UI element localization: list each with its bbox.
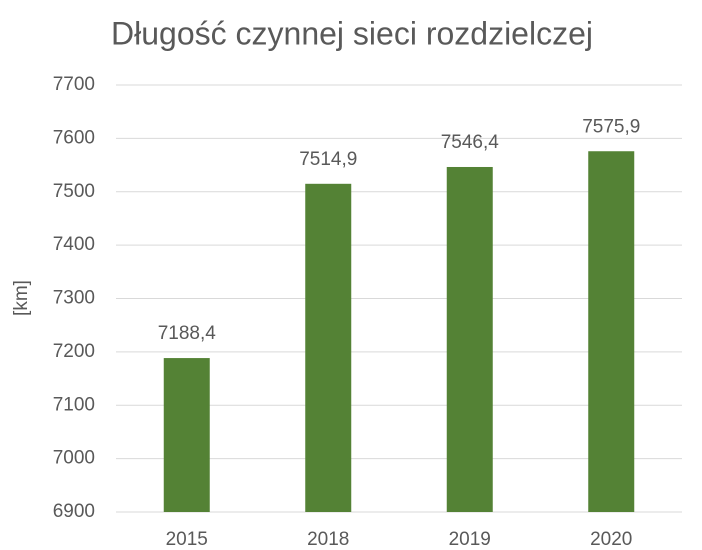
bar (446, 166, 493, 512)
x-tick-label: 2019 (449, 529, 491, 550)
y-tick-label: 7500 (53, 181, 95, 202)
bar (163, 358, 210, 512)
bar (588, 151, 635, 512)
x-tick-label: 2018 (307, 529, 349, 550)
x-tick-label: 2015 (166, 529, 208, 550)
y-tick-label: 7300 (53, 288, 95, 309)
data-label: 7546,4 (441, 132, 500, 153)
y-tick-label: 7100 (53, 394, 95, 415)
y-tick-label: 7600 (53, 127, 95, 148)
y-tick-label: 7200 (53, 341, 95, 362)
y-tick-label: 7000 (53, 448, 95, 469)
y-tick-label: 7400 (53, 234, 95, 255)
y-tick-label: 6900 (53, 501, 95, 522)
data-label: 7514,9 (299, 149, 357, 170)
data-label: 7188,4 (158, 323, 217, 344)
bar (305, 183, 352, 512)
chart-title: Długość czynnej sieci rozdzielczej (111, 15, 593, 51)
y-axis-label: [km] (11, 280, 32, 316)
data-label: 7575,9 (582, 116, 640, 137)
x-tick-label: 2020 (590, 529, 632, 550)
y-tick-label: 7700 (53, 74, 95, 95)
